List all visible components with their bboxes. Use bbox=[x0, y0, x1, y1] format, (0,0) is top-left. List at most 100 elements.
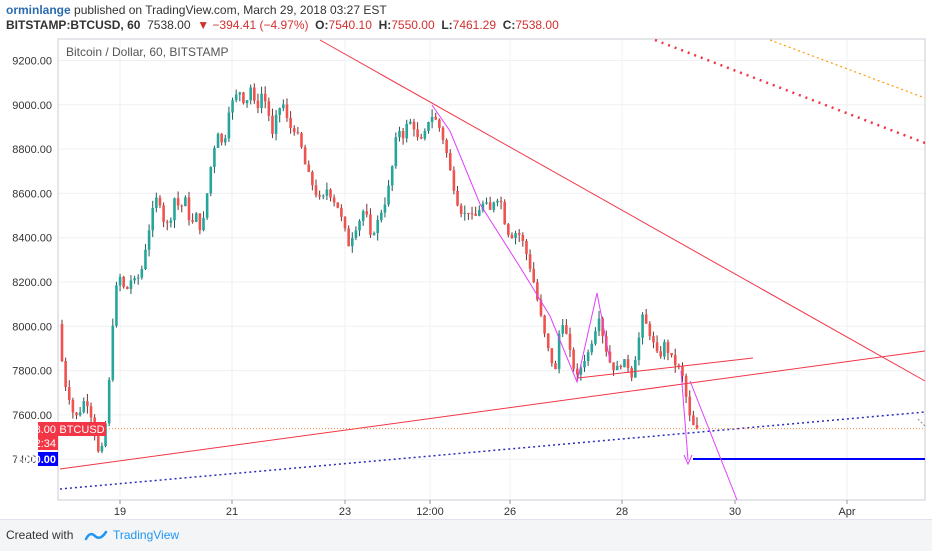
symbol-label: BITSTAMP:BTCUSD, 60 bbox=[6, 18, 141, 32]
candle bbox=[184, 195, 187, 207]
candle-body bbox=[503, 202, 506, 225]
candle-body bbox=[100, 446, 104, 452]
candle-body bbox=[695, 424, 699, 429]
level-tag: 7400.00 bbox=[16, 452, 58, 466]
grid bbox=[58, 39, 925, 500]
candle bbox=[213, 145, 216, 174]
candle-body bbox=[419, 137, 423, 139]
candle-body bbox=[173, 198, 176, 221]
open-label: O: bbox=[315, 18, 329, 32]
candle-body bbox=[648, 323, 652, 337]
trendline-up-support[interactable] bbox=[59, 350, 926, 470]
candle bbox=[485, 197, 488, 205]
candle bbox=[147, 224, 151, 257]
candle bbox=[550, 348, 554, 367]
candle-body bbox=[496, 200, 499, 203]
candle bbox=[543, 314, 546, 338]
candle bbox=[499, 196, 503, 210]
candle-body bbox=[107, 379, 111, 424]
candle-body bbox=[663, 342, 666, 357]
candle-body bbox=[198, 213, 202, 231]
tradingview-brand[interactable]: TradingView bbox=[113, 528, 180, 542]
candle-body bbox=[561, 325, 565, 334]
candle-body bbox=[630, 367, 633, 378]
candle-body bbox=[481, 203, 485, 211]
candle bbox=[100, 442, 104, 454]
candle bbox=[67, 380, 71, 405]
candle bbox=[507, 223, 510, 238]
candle bbox=[180, 204, 184, 213]
candle bbox=[115, 281, 118, 328]
trendline-down[interactable] bbox=[319, 39, 926, 382]
candle-body bbox=[321, 195, 325, 197]
candle bbox=[376, 215, 379, 241]
candle bbox=[398, 126, 401, 142]
projection-arrow-short[interactable] bbox=[680, 370, 689, 461]
y-tick-label: 8400.00 bbox=[12, 233, 52, 245]
candle-body bbox=[336, 202, 340, 208]
candle bbox=[673, 348, 677, 373]
candle bbox=[434, 112, 438, 120]
candle bbox=[220, 133, 223, 146]
trendline-short-support[interactable] bbox=[577, 357, 754, 379]
candle bbox=[416, 122, 419, 141]
candle-body bbox=[430, 116, 434, 123]
candle bbox=[238, 91, 242, 102]
candle bbox=[343, 216, 347, 232]
candle bbox=[133, 275, 136, 284]
price-chart[interactable]: Bitcoin / Dollar, 60, BITSTAMP 9200.00 90… bbox=[0, 34, 932, 519]
candle bbox=[122, 275, 125, 289]
candle bbox=[227, 106, 231, 142]
candle bbox=[390, 165, 394, 192]
candle-body bbox=[136, 277, 140, 279]
candle bbox=[336, 202, 340, 209]
candle bbox=[144, 244, 147, 271]
author-link[interactable]: orminlange bbox=[6, 3, 71, 17]
candle bbox=[245, 99, 249, 108]
candle-body bbox=[307, 164, 311, 172]
candle bbox=[619, 364, 623, 370]
candle bbox=[129, 275, 133, 294]
candle-body bbox=[347, 228, 350, 247]
candle-body bbox=[325, 189, 329, 196]
candle-body bbox=[176, 198, 180, 206]
low-value: 7461.29 bbox=[452, 18, 497, 32]
candle-body bbox=[459, 205, 463, 214]
candle bbox=[575, 363, 579, 382]
candle-body bbox=[372, 233, 376, 235]
candle-body bbox=[637, 337, 641, 361]
candle-body bbox=[550, 348, 554, 364]
symbol-tag: BTCUSD bbox=[58, 422, 106, 436]
candle bbox=[140, 265, 144, 280]
candle-body bbox=[296, 132, 300, 134]
candle bbox=[267, 97, 271, 122]
candle-body bbox=[499, 200, 503, 203]
candle bbox=[430, 109, 434, 129]
candle-body bbox=[405, 123, 409, 139]
candle bbox=[340, 204, 343, 222]
candle-body bbox=[572, 349, 575, 369]
high-value: 7550.00 bbox=[391, 18, 435, 32]
candle bbox=[492, 201, 496, 213]
candle-body bbox=[216, 133, 220, 148]
zigzag-pattern[interactable] bbox=[431, 104, 611, 384]
symbol-tag-text: BTCUSD bbox=[59, 424, 104, 436]
candle-body bbox=[96, 436, 100, 452]
candle-body bbox=[115, 285, 118, 326]
candle bbox=[539, 294, 543, 318]
candle bbox=[209, 166, 213, 197]
candle bbox=[365, 203, 369, 218]
candle-body bbox=[205, 193, 209, 218]
published-text: published on TradingView.com, March 29, … bbox=[70, 3, 387, 17]
candle bbox=[488, 196, 492, 211]
projection-arrow-long[interactable] bbox=[689, 380, 738, 501]
candle-body bbox=[586, 352, 590, 361]
level-tag-text: 7400.00 bbox=[16, 454, 56, 466]
candle-body bbox=[292, 128, 296, 133]
candle bbox=[274, 109, 278, 141]
candle-body bbox=[412, 121, 416, 130]
candle bbox=[198, 213, 202, 235]
candle bbox=[456, 186, 459, 207]
candle-body bbox=[354, 230, 358, 238]
countdown-text: 32:34 bbox=[28, 438, 56, 450]
